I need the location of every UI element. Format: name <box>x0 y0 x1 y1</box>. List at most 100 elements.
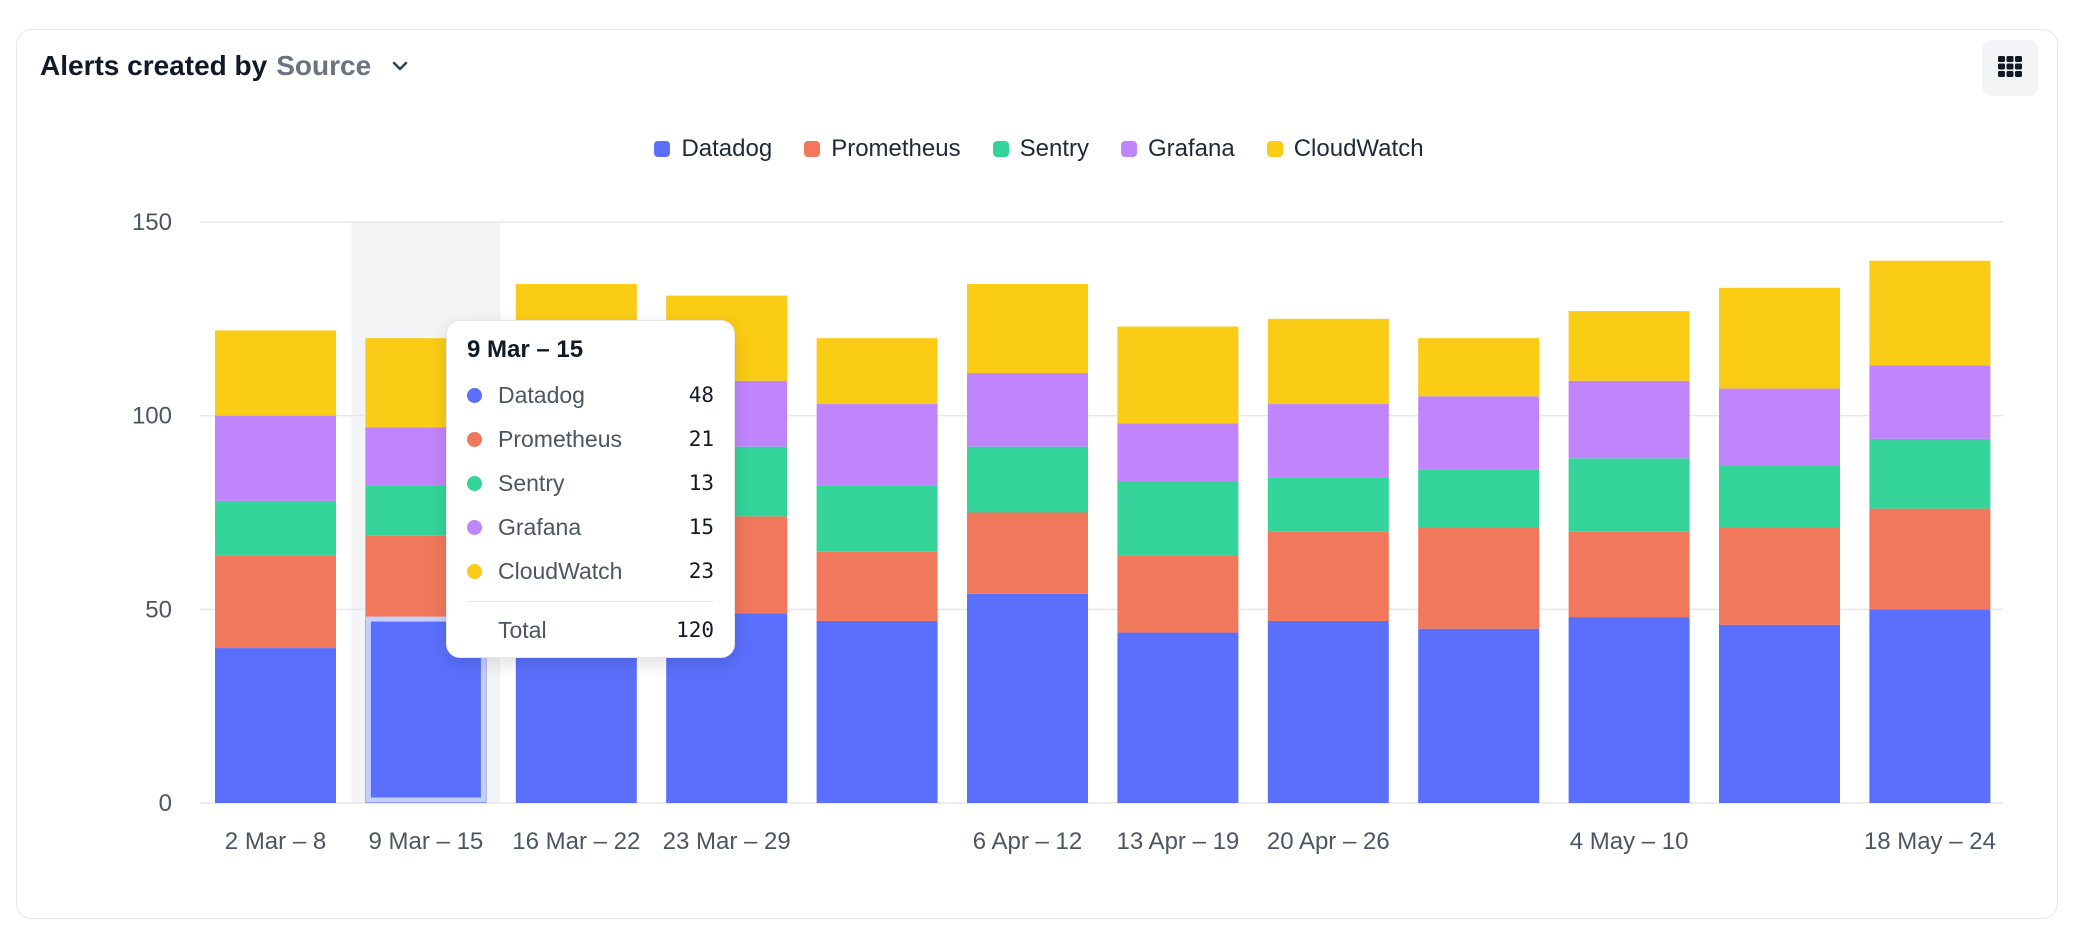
tooltip-series-name: CloudWatch <box>498 557 623 584</box>
bar-segment <box>1267 318 1389 405</box>
bar-segment <box>1719 624 1840 803</box>
x-tick-label: 4 May – 10 <box>1570 828 1689 855</box>
tooltip-series-value: 13 <box>688 471 714 495</box>
tooltip-title: 9 Mar – 15 <box>467 336 584 363</box>
y-tick-label: 50 <box>145 596 172 623</box>
tooltip-dot <box>467 431 482 447</box>
bar-segment <box>1117 555 1239 633</box>
bar-segment <box>1267 620 1389 803</box>
bar-segment <box>816 485 938 552</box>
bar-segment <box>1719 388 1840 467</box>
bar-segment <box>1568 458 1690 532</box>
bar-segment <box>1418 469 1540 528</box>
bar-segment <box>1719 466 1840 528</box>
bar-segment <box>215 415 336 501</box>
bar-segment <box>1568 531 1690 618</box>
tooltip-series-name: Grafana <box>498 513 582 540</box>
tooltip-series-name: Sentry <box>498 469 565 496</box>
bar-segment <box>1267 531 1389 621</box>
bar-segment <box>1568 617 1690 803</box>
bar-segment <box>967 446 1088 513</box>
legend-label: Datadog <box>681 135 773 162</box>
bar-segment <box>1719 287 1840 389</box>
x-tick-label: 16 Mar – 22 <box>512 828 640 855</box>
x-tick-label: 9 Mar – 15 <box>369 828 484 855</box>
bar-segment <box>1869 365 1991 439</box>
tooltip-divider <box>467 601 714 602</box>
chart-header: Alerts created by Source <box>40 50 414 82</box>
x-tick-label: 6 Apr – 12 <box>973 828 1082 855</box>
chevron-down-icon[interactable] <box>386 52 414 80</box>
bar-segment <box>967 593 1088 803</box>
x-tick-label: 23 Mar – 29 <box>663 828 791 855</box>
bar-segment <box>1418 628 1540 803</box>
legend-item[interactable]: Prometheus <box>804 135 961 163</box>
bar-segment <box>1117 423 1239 482</box>
bar-segment <box>1719 527 1840 625</box>
legend-swatch <box>804 141 821 157</box>
bar-segment <box>1869 438 1991 509</box>
y-tick-label: 150 <box>132 209 172 236</box>
tooltip-dot <box>467 519 482 535</box>
bar-segment <box>215 648 336 803</box>
bar-segment <box>1117 326 1239 424</box>
chart-legend: Datadog Prometheus Sentry Grafana CloudWatch <box>0 135 2078 163</box>
tooltip-dot <box>467 475 482 491</box>
bar-segment <box>816 551 938 621</box>
tooltip-series-name: Prometheus <box>498 425 623 452</box>
tooltip-series-value: 15 <box>688 515 714 539</box>
chart-tooltip: 9 Mar – 15 Datadog 48 Prometheus 21 Sentry 13… <box>446 320 735 658</box>
bar-segment <box>1267 477 1389 532</box>
legend-swatch <box>1120 141 1137 157</box>
bar-segment <box>967 373 1088 447</box>
bar-segment <box>816 620 938 803</box>
chart-title: Alerts created by <box>40 50 268 81</box>
grid-view-button[interactable] <box>1982 40 2038 96</box>
legend-item[interactable]: Datadog <box>654 135 772 163</box>
tooltip-row: Datadog 48 <box>467 373 714 417</box>
legend-label: CloudWatch <box>1293 135 1424 162</box>
x-tick-label: 13 Apr – 19 <box>1117 828 1240 855</box>
tooltip-dot <box>467 387 482 403</box>
legend-swatch <box>654 141 671 157</box>
bar-segment <box>215 500 336 556</box>
legend-swatch <box>992 141 1009 157</box>
tooltip-row: Sentry 13 <box>467 461 714 505</box>
bar-segment <box>1418 527 1540 629</box>
legend-item[interactable]: Sentry <box>992 135 1089 163</box>
tooltip-total-value: 120 <box>676 618 714 642</box>
bar-segment <box>1267 404 1389 478</box>
legend-label: Grafana <box>1147 135 1235 162</box>
bar-segment <box>215 555 336 649</box>
bar-segment <box>1568 380 1690 459</box>
selected-segment-outline <box>365 616 486 803</box>
tooltip-series-value: 21 <box>688 427 714 451</box>
tooltip-series-value: 48 <box>688 383 714 407</box>
bar-segment <box>1117 481 1239 556</box>
bar-segment <box>1418 338 1540 397</box>
legend-label: Sentry <box>1019 135 1089 162</box>
legend-swatch <box>1266 141 1283 157</box>
bar-segment <box>1869 260 1991 366</box>
x-tick-label: 2 Mar – 8 <box>225 828 326 855</box>
tooltip-dot <box>467 563 482 579</box>
legend-item[interactable]: Grafana <box>1120 135 1235 163</box>
bar-segment <box>1117 632 1239 803</box>
legend-label: Prometheus <box>831 135 961 162</box>
y-tick-label: 100 <box>132 403 172 430</box>
bar-segment <box>1568 311 1690 381</box>
bar-segment <box>215 330 336 416</box>
x-tick-label: 20 Apr – 26 <box>1267 828 1390 855</box>
x-tick-label: 18 May – 24 <box>1864 828 1996 855</box>
grid-icon <box>1997 53 2023 84</box>
y-tick-label: 0 <box>159 790 172 817</box>
bar-segment <box>967 512 1088 594</box>
bar-segment <box>1869 609 1991 803</box>
tooltip-series-value: 23 <box>688 559 714 583</box>
tooltip-row: CloudWatch 23 <box>467 549 714 593</box>
tooltip-total-label: Total <box>498 616 547 643</box>
group-by-dropdown[interactable]: Source <box>276 50 372 81</box>
legend-item[interactable]: CloudWatch <box>1266 135 1424 163</box>
tooltip-total-row: Total 120 <box>467 608 714 652</box>
bar-segment <box>1869 508 1991 610</box>
